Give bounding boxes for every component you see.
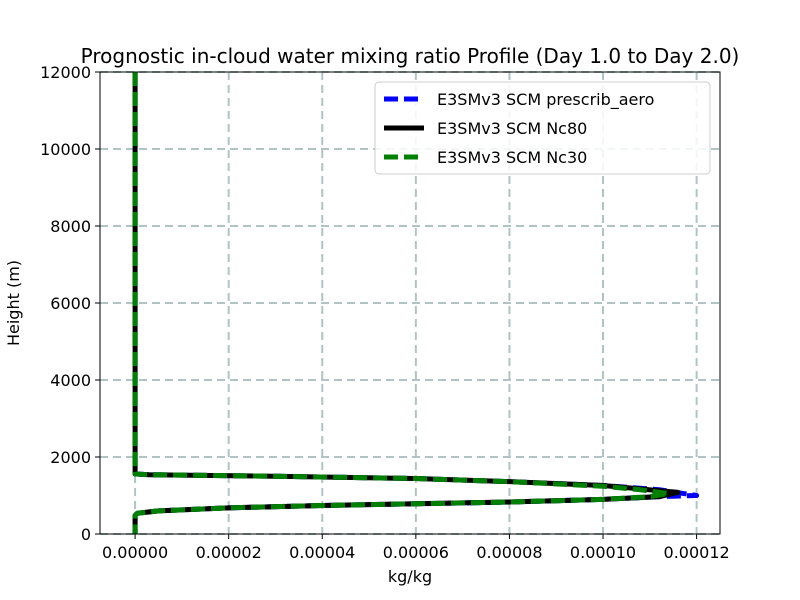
y-tick-label: 0 <box>81 525 91 544</box>
x-axis-label: kg/kg <box>388 567 432 586</box>
series-line-3 <box>132 72 672 534</box>
legend-label-2: E3SMv3 SCM Nc80 <box>437 119 587 138</box>
x-tick-label: 0.00008 <box>476 543 542 562</box>
x-tick-label: 0.00012 <box>664 543 730 562</box>
y-tick-label: 8000 <box>50 217 91 236</box>
y-tick-label: 6000 <box>50 294 91 313</box>
ticks: 0.00000 0.00002 0.00004 0.00006 0.00008 0.000… <box>40 63 730 562</box>
y-tick-label: 12000 <box>40 63 91 82</box>
x-tick-label: 0.00004 <box>289 543 355 562</box>
y-tick-label: 10000 <box>40 140 91 159</box>
x-tick-label: 0.00000 <box>102 543 168 562</box>
y-tick-label: 2000 <box>50 448 91 467</box>
legend-label-1: E3SMv3 SCM prescrib_aero <box>437 90 654 110</box>
series-group <box>132 72 700 534</box>
x-tick-label: 0.00002 <box>196 543 262 562</box>
x-tick-label: 0.00010 <box>570 543 636 562</box>
legend-label-3: E3SMv3 SCM Nc30 <box>437 148 587 167</box>
y-axis-label: Height (m) <box>4 260 23 346</box>
chart-title: Prognostic in-cloud water mixing ratio P… <box>81 44 740 68</box>
legend-box <box>374 81 711 175</box>
legend: E3SMv3 SCM prescrib_aero E3SMv3 SCM Nc80 E… <box>374 81 711 175</box>
y-tick-label: 4000 <box>50 371 91 390</box>
x-tick-label: 0.00006 <box>383 543 449 562</box>
